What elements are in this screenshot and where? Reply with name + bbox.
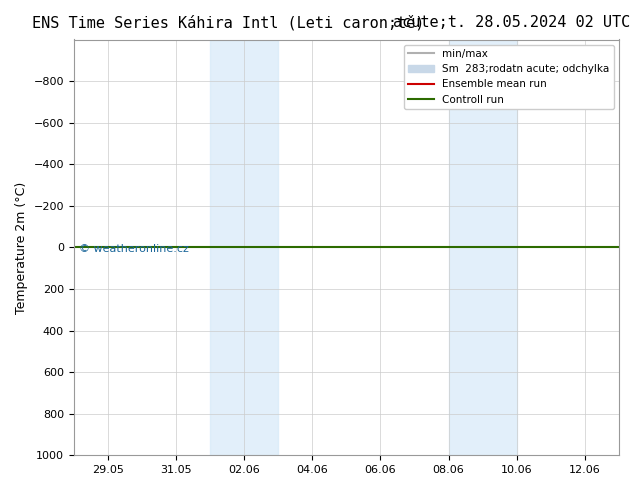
Text: © weatheronline.cz: © weatheronline.cz: [79, 245, 189, 254]
Bar: [449, 40, 517, 455]
Bar: [210, 40, 278, 455]
Text: ENS Time Series Káhira Intl (Leti caron;tě): ENS Time Series Káhira Intl (Leti caron;…: [32, 15, 424, 30]
Text: acute;t. 28.05.2024 02 UTC: acute;t. 28.05.2024 02 UTC: [393, 15, 630, 30]
Legend: min/max, Sm  283;rodatn acute; odchylka, Ensemble mean run, Controll run: min/max, Sm 283;rodatn acute; odchylka, …: [404, 45, 614, 109]
Y-axis label: Temperature 2m (°C): Temperature 2m (°C): [15, 181, 28, 314]
